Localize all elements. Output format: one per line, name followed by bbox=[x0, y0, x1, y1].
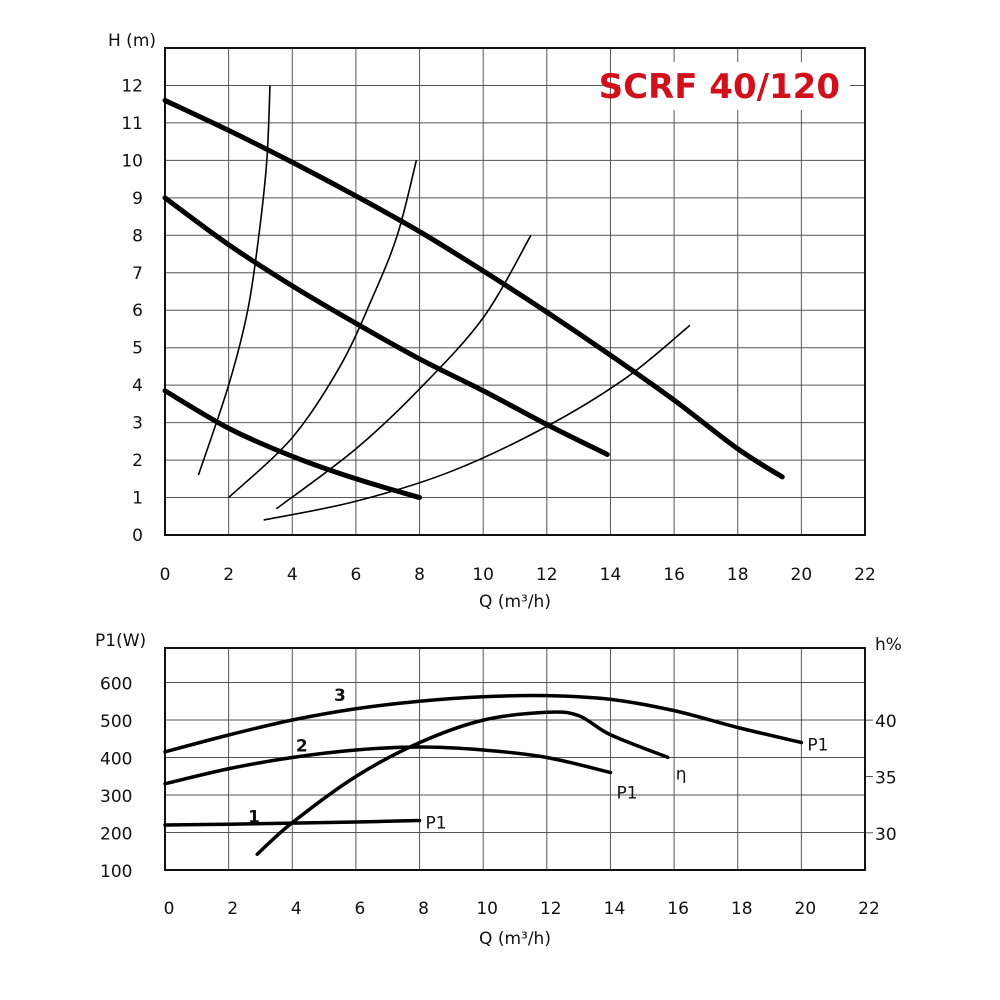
curve-system-curve-D bbox=[263, 324, 691, 521]
y-tick-label: 1 bbox=[132, 489, 143, 509]
x-tick-label: 10 bbox=[476, 899, 498, 919]
power-curve-2 bbox=[163, 745, 613, 786]
curve-speed-3 bbox=[162, 97, 785, 480]
curve-speed-1 bbox=[162, 388, 423, 501]
left-y-axis-label: P1(W) bbox=[95, 631, 146, 651]
y-tick-label: 4 bbox=[132, 376, 143, 396]
right-y-tick-label: 35 bbox=[875, 768, 897, 788]
left-y-tick-label: 200 bbox=[100, 825, 132, 845]
x-tick-label: 8 bbox=[418, 899, 429, 919]
x-tick-label: 14 bbox=[604, 899, 626, 919]
y-tick-label: 3 bbox=[132, 414, 143, 434]
x-tick-label: 8 bbox=[414, 565, 425, 585]
x-tick-label: 16 bbox=[667, 899, 689, 919]
x-tick-label: 0 bbox=[160, 565, 171, 585]
p1-end-label: P1 bbox=[616, 784, 637, 804]
left-y-tick-label: 400 bbox=[100, 750, 132, 770]
x-tick-label: 22 bbox=[858, 899, 880, 919]
x-tick-label: 12 bbox=[540, 899, 562, 919]
x-tick-label: 10 bbox=[472, 565, 494, 585]
x-axis-label: Q (m³/h) bbox=[479, 592, 551, 612]
x-tick-label: 6 bbox=[354, 899, 365, 919]
right-y-axis-label: h% bbox=[875, 635, 902, 655]
power-curve-3 bbox=[163, 693, 804, 754]
y-tick-label: 2 bbox=[132, 451, 143, 471]
plot-frame bbox=[164, 647, 866, 871]
x-tick-label: 22 bbox=[854, 565, 876, 585]
x-tick-label: 18 bbox=[727, 565, 749, 585]
title-background bbox=[620, 62, 850, 110]
y-tick-label: 8 bbox=[132, 226, 143, 246]
y-tick-label: 10 bbox=[121, 151, 143, 171]
x-tick-label: 4 bbox=[287, 565, 298, 585]
x-tick-label: 0 bbox=[164, 899, 175, 919]
y-tick-label: 7 bbox=[132, 264, 143, 284]
chart-title: SCRF 40/120 bbox=[599, 67, 840, 107]
x-tick-label: 2 bbox=[227, 899, 238, 919]
y-tick-label: 11 bbox=[121, 114, 143, 134]
x-tick-label: 20 bbox=[791, 565, 813, 585]
efficiency-label: η bbox=[676, 764, 687, 784]
x-tick-label: 18 bbox=[731, 899, 753, 919]
power-curve-efficiency bbox=[255, 710, 670, 856]
x-tick-label: 16 bbox=[663, 565, 685, 585]
y-tick-label: 6 bbox=[132, 301, 143, 321]
y-tick-label: 0 bbox=[132, 526, 143, 546]
y-tick-label: 9 bbox=[132, 189, 143, 209]
curve-system-curve-B bbox=[228, 160, 418, 499]
left-y-tick-label: 100 bbox=[100, 862, 132, 882]
speed-number-label: 3 bbox=[334, 686, 346, 706]
x-tick-label: 4 bbox=[291, 899, 302, 919]
right-y-tick-label: 40 bbox=[875, 712, 897, 732]
plot-frame bbox=[164, 47, 866, 536]
x-tick-label: 12 bbox=[536, 565, 558, 585]
x-tick-label: 14 bbox=[600, 565, 622, 585]
speed-number-label: 1 bbox=[248, 807, 260, 827]
left-y-tick-label: 300 bbox=[100, 787, 132, 807]
curve-system-curve-C bbox=[275, 234, 532, 510]
x-tick-label: 20 bbox=[795, 899, 817, 919]
p1-end-label: P1 bbox=[426, 814, 447, 834]
x-axis-label: Q (m³/h) bbox=[479, 929, 551, 949]
right-y-tick-label: 30 bbox=[875, 825, 897, 845]
y-tick-label: 5 bbox=[132, 339, 143, 359]
p1-end-label: P1 bbox=[807, 736, 828, 756]
left-y-tick-label: 500 bbox=[100, 712, 132, 732]
x-tick-label: 6 bbox=[350, 565, 361, 585]
y-axis-label: H (m) bbox=[108, 31, 156, 51]
x-tick-label: 2 bbox=[223, 565, 234, 585]
curve-speed-2 bbox=[162, 195, 610, 457]
y-tick-label: 12 bbox=[121, 76, 143, 96]
left-y-tick-label: 600 bbox=[100, 675, 132, 695]
curve-system-curve-A bbox=[197, 85, 271, 476]
speed-number-label: 2 bbox=[296, 737, 308, 757]
